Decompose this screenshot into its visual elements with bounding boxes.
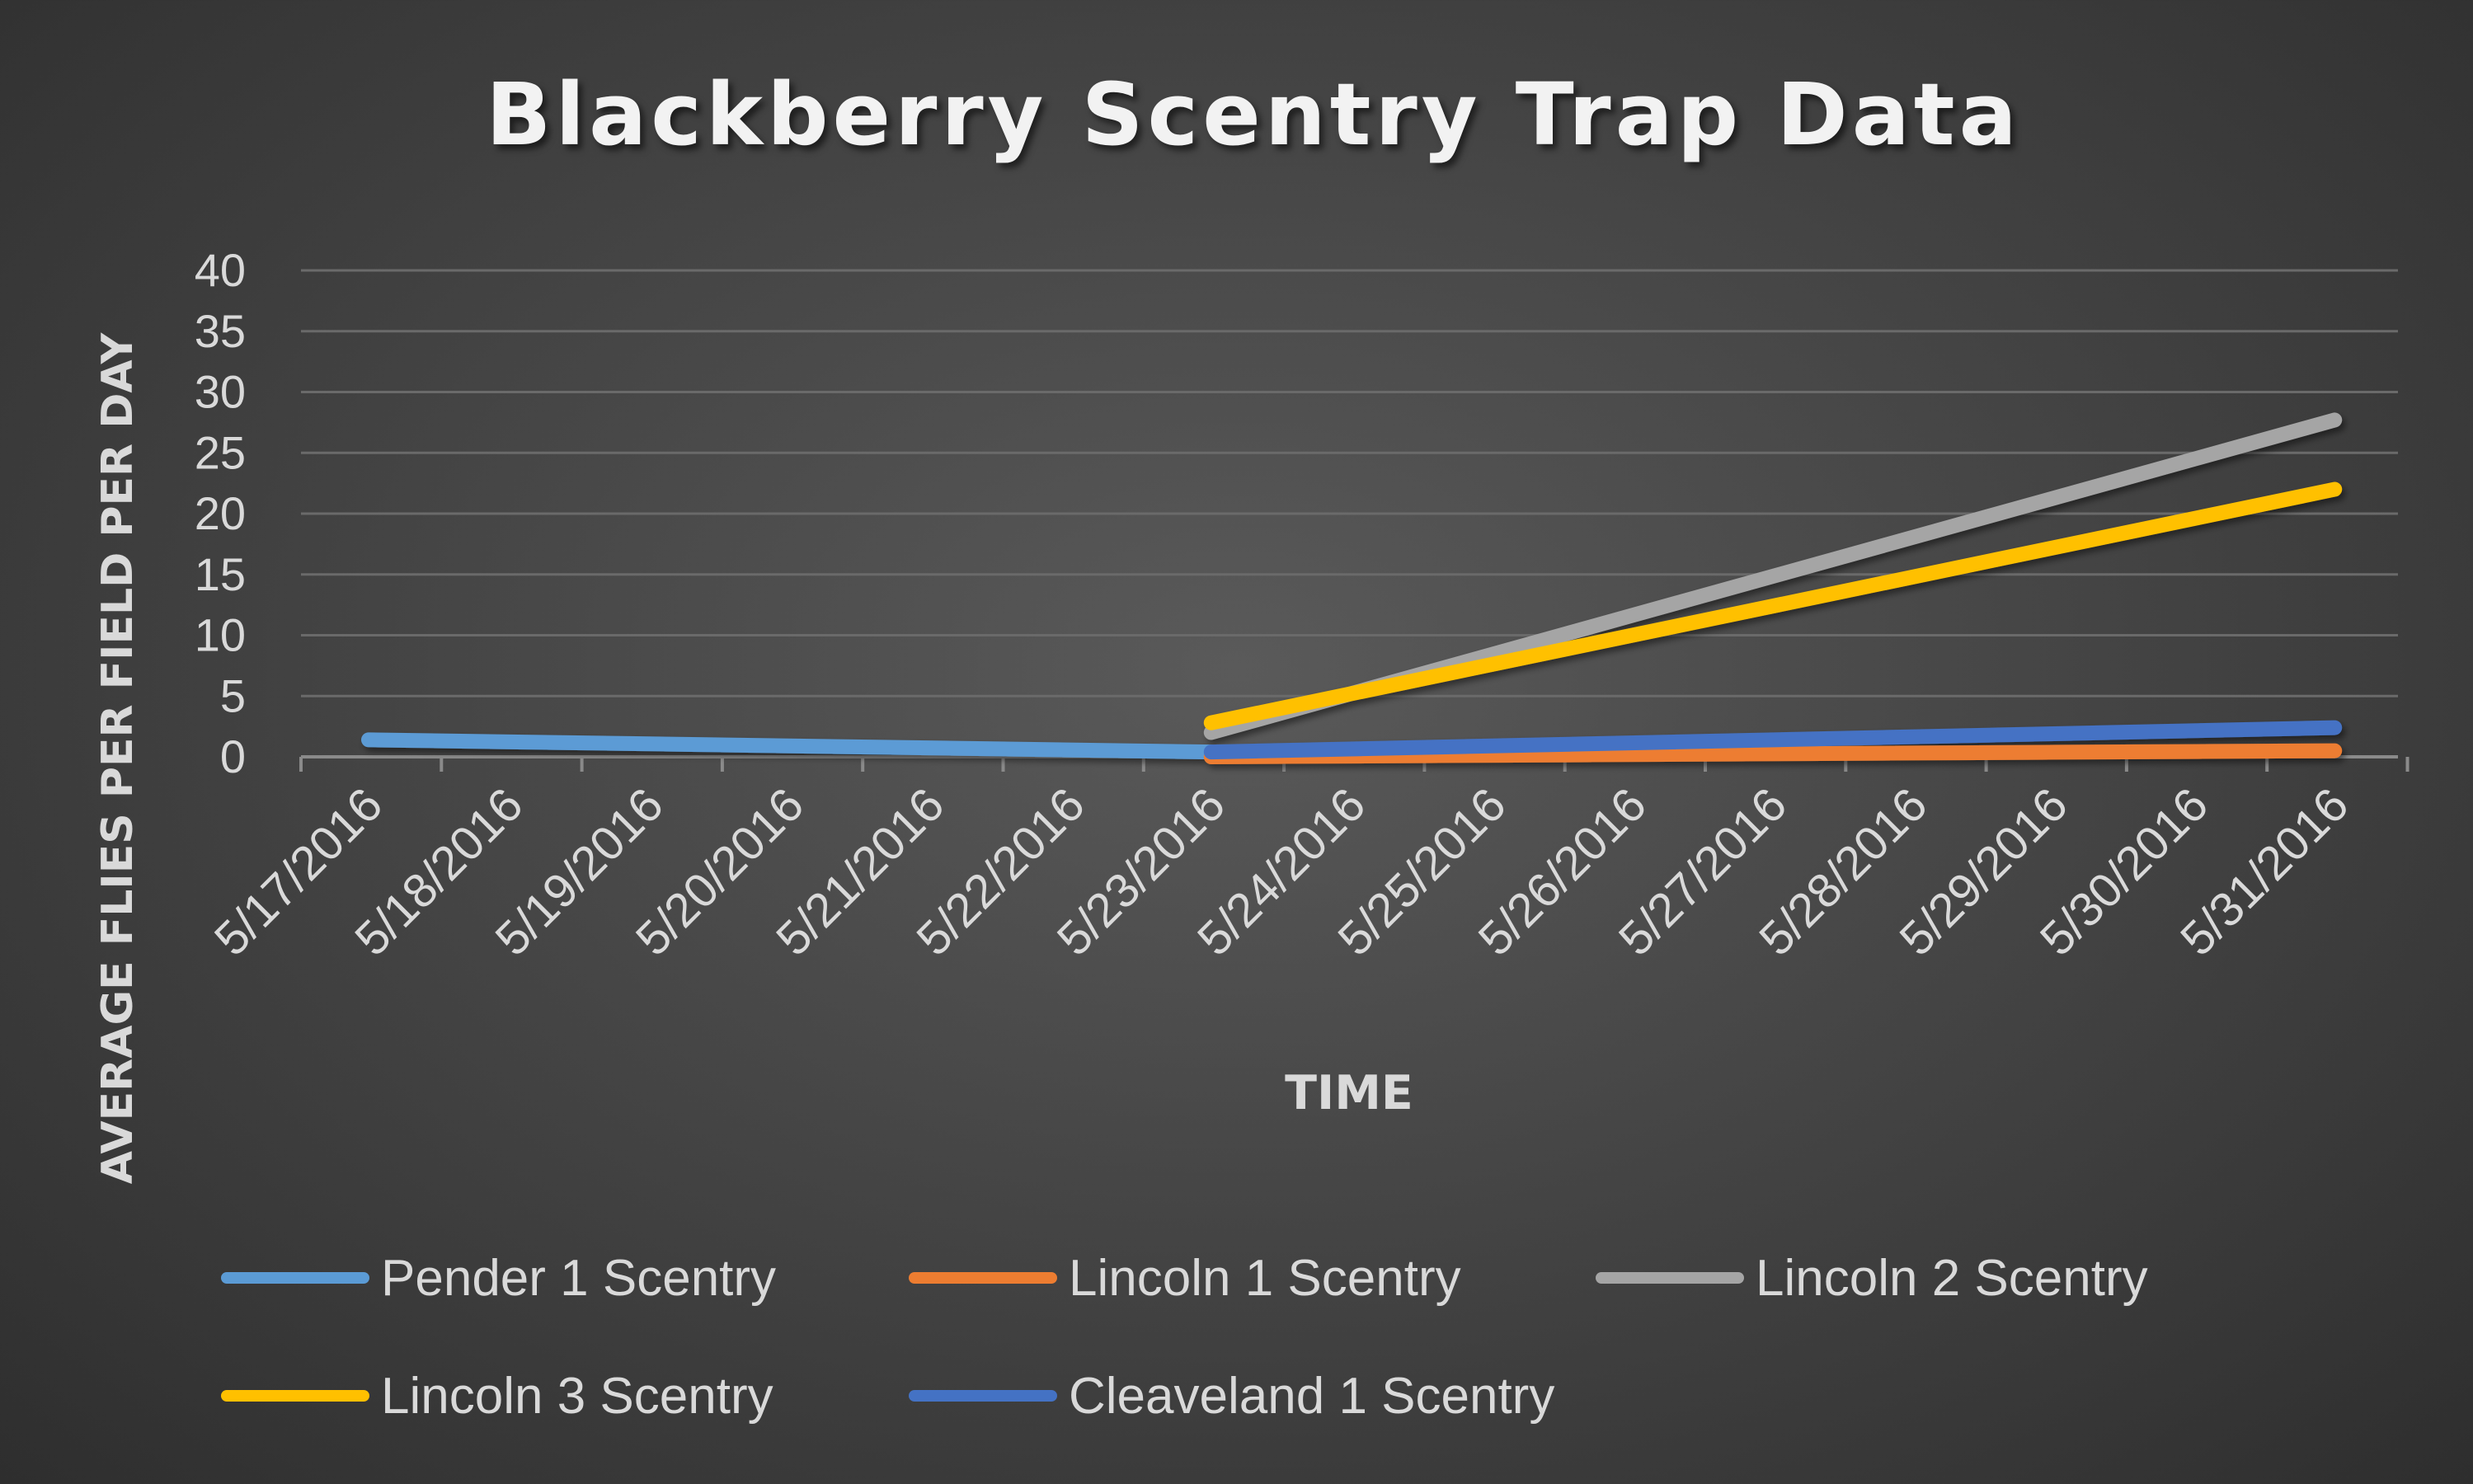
chart-title: Blackberry Scentry Trap Data — [486, 64, 2021, 165]
y-tick-label: 35 — [195, 305, 246, 357]
y-tick-label: 15 — [195, 548, 246, 600]
y-tick-label: 40 — [195, 244, 246, 296]
series-line-1 — [1203, 743, 2343, 764]
series-line-3 — [1203, 481, 2343, 730]
y-tick-label: 0 — [220, 730, 246, 782]
x-axis-title: TIME — [1285, 1066, 1413, 1120]
y-tick-label: 10 — [195, 609, 246, 661]
y-tick-label: 30 — [195, 366, 246, 418]
series-line-4 — [1203, 720, 2343, 760]
y-tick-label: 25 — [195, 426, 246, 478]
y-axis-tick-labels: 0 5 10 15 20 25 30 35 40 — [195, 244, 246, 782]
series-line-0 — [361, 732, 1219, 760]
y-axis-title: AVERAGE FLIES PER FIELD PER DAY — [93, 332, 143, 1185]
x-axis-tick-labels: 5/17/20165/18/20165/19/20165/20/20165/21… — [205, 777, 2359, 965]
gridlines — [301, 269, 2398, 697]
series-lines — [361, 412, 2343, 764]
y-tick-label: 20 — [195, 487, 246, 539]
y-tick-label: 5 — [220, 669, 246, 721]
